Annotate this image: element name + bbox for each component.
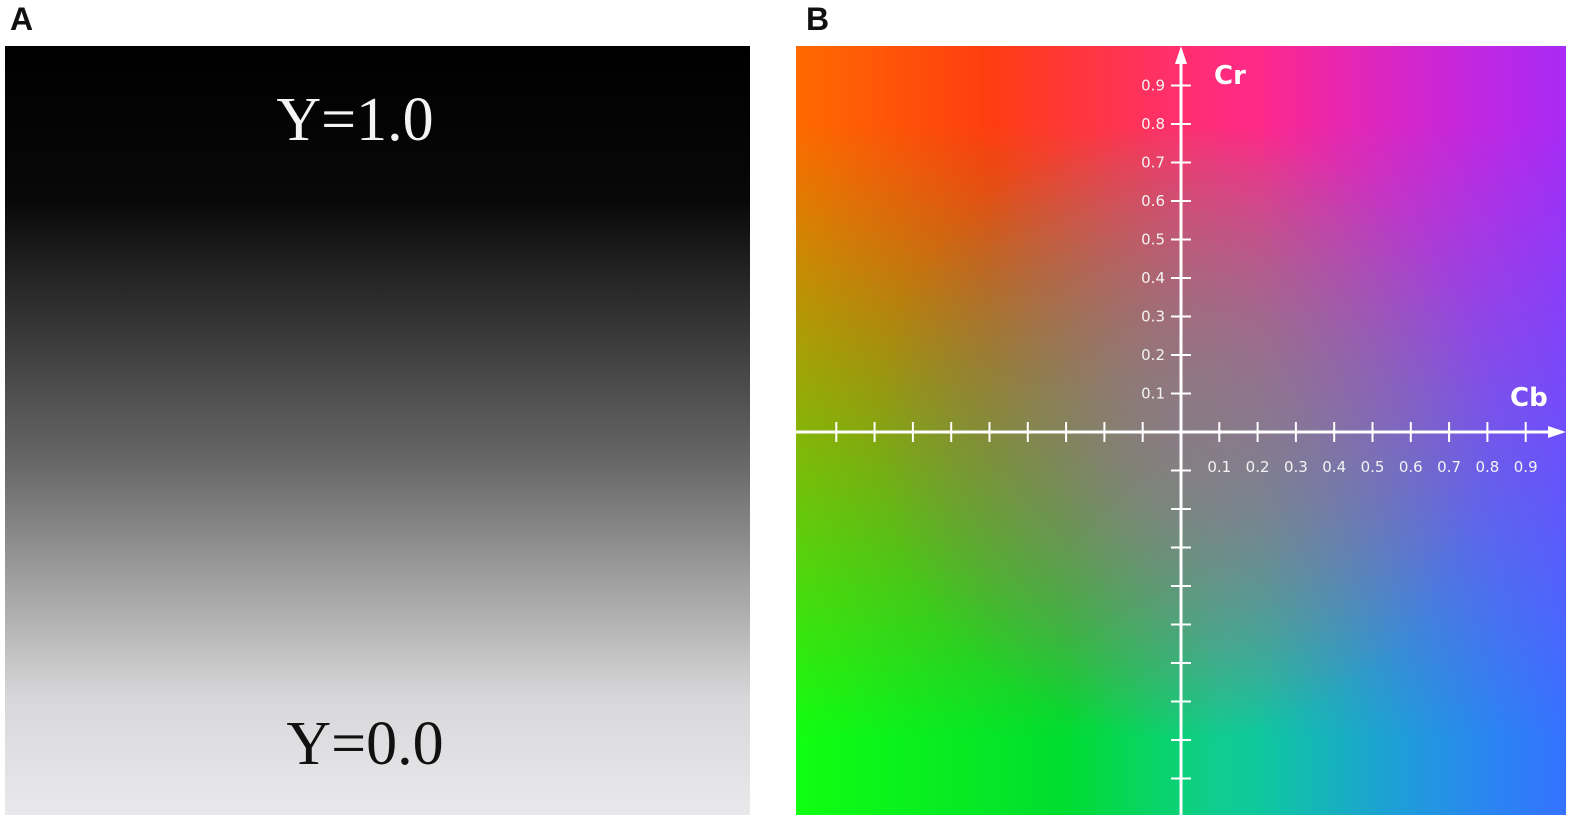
tick-label: 0.9	[1141, 77, 1165, 95]
luma-gradient	[5, 46, 750, 815]
tick-label: 0.6	[1399, 458, 1423, 476]
tick-label: 0.3	[1284, 458, 1308, 476]
tick-label: 0.7	[1437, 458, 1461, 476]
panel-label: A	[10, 1, 33, 37]
tick-label: 0.4	[1322, 458, 1346, 476]
tick-label: 0.8	[1141, 115, 1165, 133]
tick-label: 0.3	[1141, 308, 1165, 326]
panel-label: B	[806, 1, 829, 37]
axes	[796, 46, 1566, 815]
top-label: Y=1.0	[276, 86, 433, 154]
tick-label: 0.4	[1141, 269, 1165, 287]
tick-label: 0.8	[1475, 458, 1499, 476]
axis-label: Cb	[1510, 383, 1548, 413]
tick-label: 0.2	[1246, 458, 1270, 476]
tick-label: 0.1	[1207, 458, 1231, 476]
tick-label: 0.5	[1361, 458, 1385, 476]
tick-label: 0.9	[1514, 458, 1538, 476]
tick-label: 0.1	[1141, 385, 1165, 403]
tick-label: 0.6	[1141, 192, 1165, 210]
axis-label: Cr	[1214, 61, 1246, 91]
tick-label: 0.5	[1141, 231, 1165, 249]
bottom-label: Y=0.0	[286, 710, 443, 778]
tick-label: 0.7	[1141, 154, 1165, 172]
tick-label: 0.2	[1141, 346, 1165, 364]
